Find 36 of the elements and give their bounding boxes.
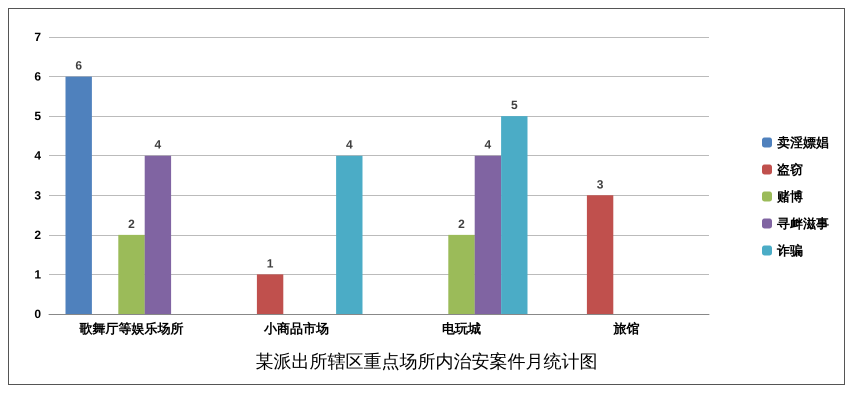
bar [501, 116, 528, 314]
data-label: 6 [75, 58, 82, 73]
y-tick-label: 5 [34, 109, 42, 124]
bar [144, 156, 172, 314]
data-label: 2 [458, 216, 466, 231]
y-tick-label: 7 [34, 30, 42, 44]
bar [66, 76, 92, 314]
bar [586, 195, 614, 314]
legend-label: 寻衅滋事 [776, 216, 829, 231]
bar [336, 156, 362, 314]
data-label: 4 [484, 138, 492, 152]
x-tick-label: 歌舞厅等娱乐场所 [78, 321, 184, 336]
bar [448, 234, 475, 314]
data-label: 5 [510, 98, 518, 112]
x-tick-label: 旅馆 [612, 321, 640, 336]
legend-label: 卖淫嫖娼 [777, 135, 829, 150]
data-label: 2 [128, 216, 136, 231]
data-label: 3 [596, 177, 604, 192]
y-tick-label: 0 [34, 307, 42, 321]
data-label: 1 [266, 256, 274, 270]
data-label: 4 [154, 138, 162, 152]
legend-label: 盗窃 [777, 162, 803, 177]
y-tick-label: 4 [34, 148, 42, 163]
y-tick-label: 2 [34, 228, 42, 242]
y-tick-label: 6 [34, 70, 42, 84]
y-tick-label: 3 [34, 188, 42, 202]
legend-label: 赌博 [776, 189, 803, 204]
text: 某派出所辖区重点场所内治安案件月统计图 [256, 352, 598, 372]
x-tick-label: 小商品市场 [263, 321, 329, 336]
bar [118, 234, 145, 314]
y-tick-label: 1 [34, 267, 42, 282]
data-label: 4 [346, 138, 353, 152]
bar [474, 156, 502, 314]
bar [256, 274, 284, 314]
x-tick-label: 电玩城 [442, 321, 481, 336]
legend-label: 诈骗 [776, 243, 803, 258]
